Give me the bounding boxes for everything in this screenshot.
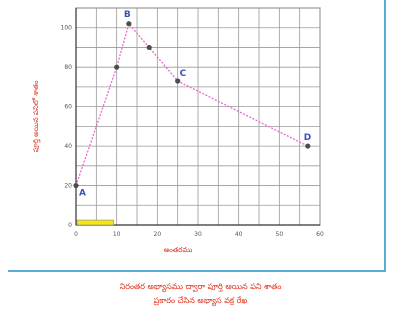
point-label-b: B xyxy=(124,10,131,20)
y-tick-label: 80 xyxy=(64,64,72,71)
x-axis-title: అంతరము xyxy=(164,246,193,254)
caption-line-1: నిరంతర అభ్యాసము ద్వారా పూర్తి అయిన పని శ… xyxy=(119,282,282,291)
x-tick-label: 0 xyxy=(74,231,78,238)
point-label-c: C xyxy=(180,69,187,79)
legend-swatch xyxy=(76,219,114,226)
x-tick-label: 60 xyxy=(316,231,324,238)
chart-svg: 0 10 20 30 40 50 60 0 20 40 60 80 100 అంతరము పూర్తి అయ… xyxy=(32,7,324,254)
chart-figure: 0 10 20 30 40 50 60 0 20 40 60 80 100 అంతరము పూర్తి అయ… xyxy=(8,0,386,272)
chart-caption: నిరంతర అభ్యాసము ద్వారా పూర్తి అయిన పని శ… xyxy=(0,280,401,308)
y-tick-label: 20 xyxy=(64,183,72,190)
data-point xyxy=(126,21,132,27)
data-point xyxy=(175,78,181,84)
data-point xyxy=(305,143,311,149)
y-tick-label: 100 xyxy=(61,25,73,32)
data-point xyxy=(114,64,120,70)
data-point xyxy=(73,182,79,189)
x-tick-label: 50 xyxy=(276,231,284,238)
x-tick-label: 40 xyxy=(235,231,243,238)
x-tick-label: 30 xyxy=(194,231,202,238)
data-point xyxy=(146,44,152,51)
caption-line-2: ప్రకారం చేసిన అభ్యాస వక్ర రేఖ xyxy=(153,296,248,305)
y-tick-label: 0 xyxy=(68,222,72,229)
x-tick-label: 10 xyxy=(113,231,121,238)
x-tick-label: 20 xyxy=(154,231,162,238)
y-axis-title: పూర్తి అయిన పనిలో శాతం xyxy=(32,80,41,152)
y-tick-label: 40 xyxy=(64,143,72,150)
point-label-a: A xyxy=(79,189,86,199)
y-tick-label: 60 xyxy=(64,104,72,111)
series-line xyxy=(75,22,309,186)
point-label-d: D xyxy=(304,133,311,143)
